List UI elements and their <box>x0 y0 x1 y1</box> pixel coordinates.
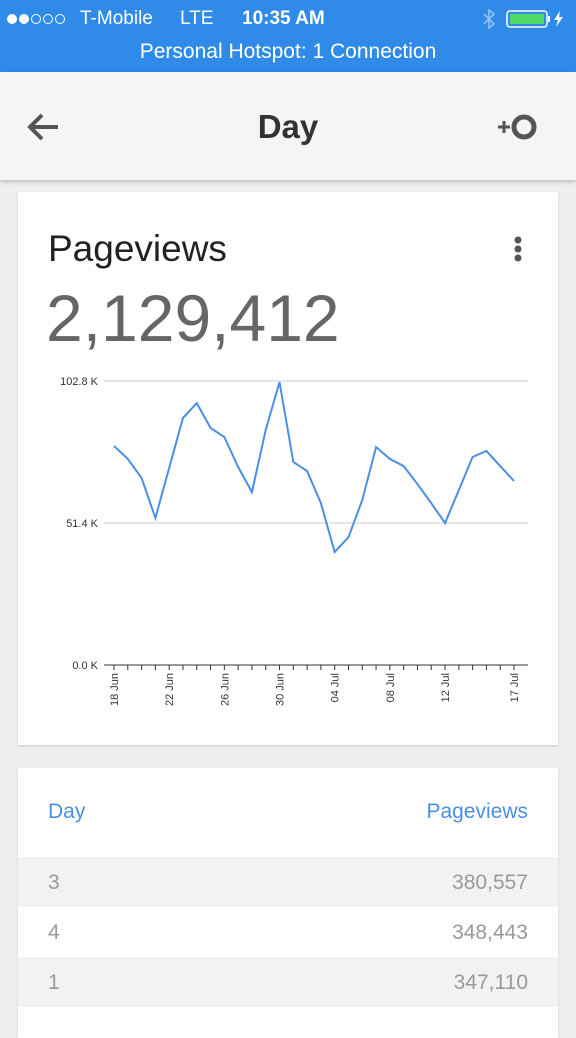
x-tick-label: 30 Jun <box>275 673 287 706</box>
time: 10:35 AM <box>242 8 325 29</box>
table-row: 3 380,557 <box>18 857 558 907</box>
x-tick-label: 12 Jul <box>440 673 452 702</box>
data-line <box>113 381 515 554</box>
x-tick-label: 17 Jul <box>509 673 521 702</box>
column-header[interactable]: Pageviews <box>426 800 528 823</box>
x-tick-label: 18 Jun <box>109 673 121 706</box>
cell: 1 <box>48 971 60 994</box>
page-title: Day <box>257 108 319 145</box>
app-bar: Day <box>0 72 576 180</box>
y-tick-label: 51.4 K <box>66 518 98 530</box>
table-row: 4 348,443 <box>18 907 558 957</box>
status-icons <box>483 8 563 30</box>
cell: 3 <box>48 871 60 894</box>
carrier: T-Mobile <box>80 8 153 29</box>
card-title: Pageviews <box>48 228 227 269</box>
column-header[interactable]: Day <box>48 800 86 823</box>
more-menu[interactable] <box>510 236 526 264</box>
cell: 347,110 <box>453 971 528 994</box>
back-button[interactable] <box>26 112 62 142</box>
signal-dots <box>7 14 65 24</box>
y-tick-label: 102.8 K <box>60 376 99 388</box>
x-tick-label: 22 Jun <box>164 673 176 706</box>
line-chart: 0.0 K 51.4 K 102.8 K 18 Jun 22 Jun 26 Jun 30 J… <box>60 376 528 706</box>
table-header: Day Pageviews <box>18 768 558 857</box>
compare-button[interactable] <box>496 110 542 144</box>
x-tick-label: 26 Jun <box>219 673 231 706</box>
cell: 380,557 <box>452 871 528 894</box>
table-card: Day Pageviews 3 380,557 4 348,443 1 347,… <box>18 768 558 1038</box>
y-tick-label: 0.0 K <box>72 660 98 672</box>
cell: 4 <box>48 921 60 944</box>
total-value: 2,129,412 <box>46 281 340 355</box>
x-tick-label: 04 Jul <box>330 673 342 702</box>
hotspot-banner: Personal Hotspot: 1 Connection <box>139 40 437 63</box>
cell: 348,443 <box>452 921 528 944</box>
table-row: 1 347,110 <box>18 957 558 1007</box>
x-tick-label: 08 Jul <box>385 673 397 702</box>
status-bar: T-Mobile LTE 10:35 AM Personal Hotspot: … <box>0 0 576 72</box>
network: LTE <box>180 8 214 29</box>
